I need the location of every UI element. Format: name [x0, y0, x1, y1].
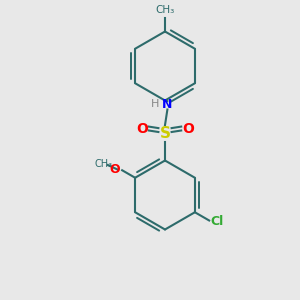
Text: CH₃: CH₃	[155, 5, 175, 15]
Text: O: O	[110, 163, 120, 176]
Text: O: O	[182, 122, 194, 136]
Text: H: H	[151, 99, 160, 109]
Text: Cl: Cl	[211, 215, 224, 228]
Text: N: N	[162, 98, 172, 111]
Text: CH₃: CH₃	[94, 159, 112, 169]
Text: S: S	[160, 126, 170, 141]
Text: O: O	[136, 122, 148, 136]
